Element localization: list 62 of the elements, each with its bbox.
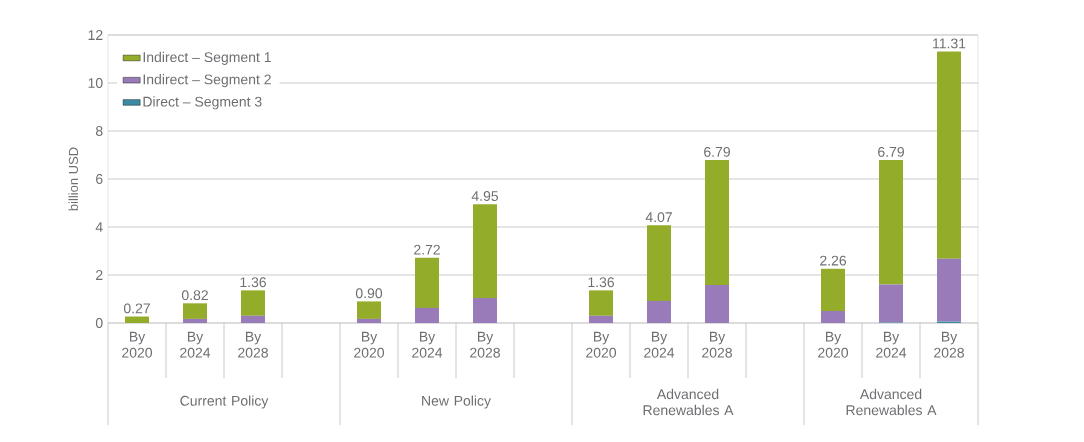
x-tick-label: By 2024: [644, 331, 675, 358]
bar: [879, 284, 904, 323]
legend-label: Indirect – Segment 1: [143, 51, 271, 65]
total-label: 0.90: [355, 288, 383, 299]
total-label: 1.36: [240, 277, 267, 288]
total-label: 0.82: [181, 290, 208, 301]
text: New Policy: [422, 395, 491, 409]
total-label: 0.27: [123, 303, 150, 314]
text: Current Policy: [180, 395, 269, 409]
bar: [241, 315, 265, 323]
total-label: 6.79: [704, 146, 730, 157]
total-label: 4.95: [471, 191, 499, 201]
bar: [415, 257, 439, 308]
total-label: 2.72: [414, 244, 440, 255]
y-tick-label: 12: [88, 30, 103, 40]
bar: [357, 318, 382, 323]
total-label: 1.36: [588, 277, 615, 288]
bar: [589, 315, 613, 323]
total-label: 2.26: [820, 255, 847, 266]
bar: [589, 290, 613, 316]
y-tick-label: 2: [96, 270, 103, 280]
x-tick-label: By 2020: [354, 331, 385, 358]
x-tick-label: By 2024: [412, 331, 443, 358]
bar: [473, 298, 498, 323]
bar: [183, 318, 207, 323]
bar: [241, 290, 265, 316]
bar: [647, 300, 672, 323]
bar: [473, 204, 498, 299]
bar: [125, 316, 149, 323]
x-tick-label: By 2020: [586, 331, 617, 358]
bar: [183, 303, 207, 319]
text: Advanced Renewables A: [846, 388, 937, 416]
y-tick-label: 6: [96, 174, 103, 184]
x-tick-label: By 2024: [180, 331, 211, 358]
y-tick-label: 10: [88, 78, 103, 88]
bar: [937, 51, 962, 259]
bar: [415, 307, 439, 323]
y-axis-title: billion USD: [68, 147, 79, 211]
x-tick-label: By 2028: [934, 331, 964, 358]
x-tick-label: By 2028: [702, 331, 732, 358]
y-tick-label: 8: [95, 126, 103, 136]
bar: [357, 301, 382, 319]
legend-label: Direct – Segment 3: [143, 96, 262, 110]
x-tick-label: By 2024: [876, 331, 907, 358]
total-label: 11.31: [933, 38, 966, 49]
y-tick-label: 4: [95, 222, 103, 232]
bar: [879, 160, 904, 285]
x-tick-label: By 2028: [470, 331, 500, 358]
legend-label: Indirect – Segment 2: [143, 74, 271, 88]
bar: [647, 225, 672, 301]
bar: [705, 285, 730, 323]
bar: [705, 160, 730, 286]
bar: [821, 268, 846, 311]
x-tick-label: By 2028: [238, 331, 268, 358]
y-tick-label: 0: [95, 318, 103, 328]
text: Advanced Renewables A: [643, 388, 734, 416]
x-tick-label: By 2020: [122, 331, 153, 358]
x-tick-label: By 2020: [818, 331, 849, 358]
total-label: 4.07: [645, 212, 672, 223]
total-label: 6.79: [878, 146, 904, 157]
bar: [937, 258, 962, 322]
bar: [821, 311, 846, 323]
